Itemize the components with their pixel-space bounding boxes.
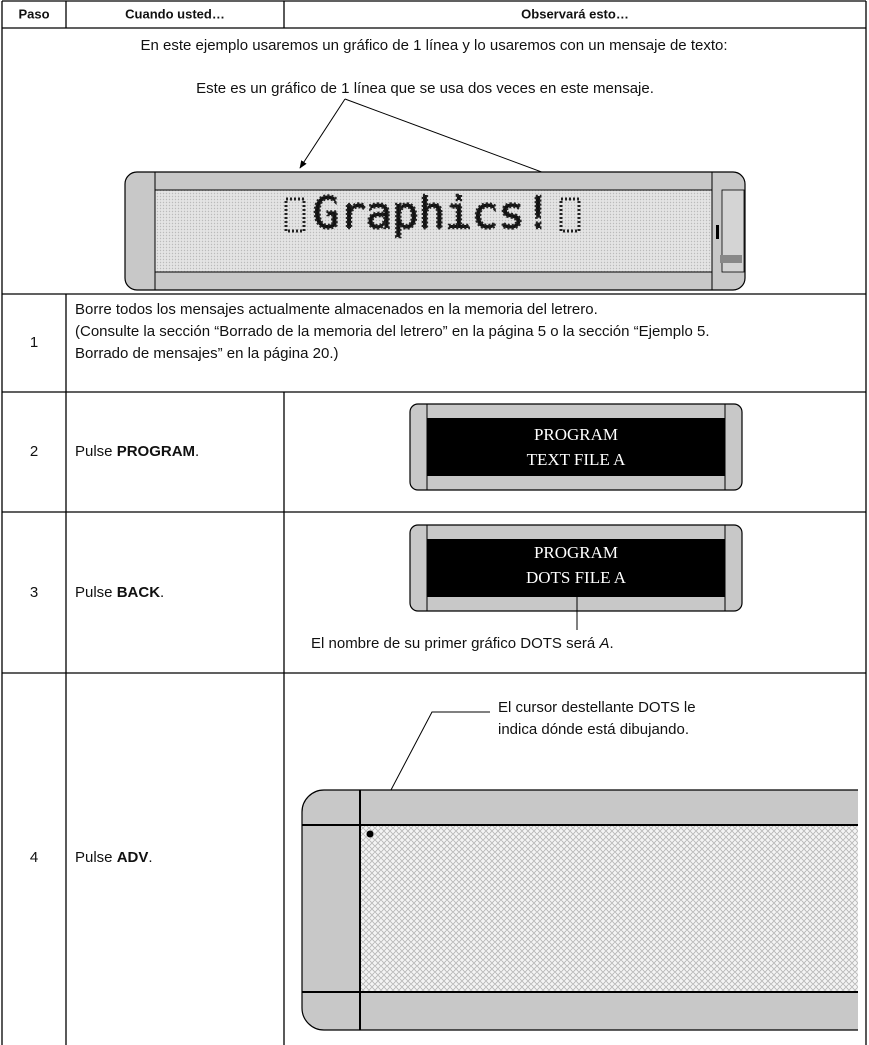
action-text: Pulse	[75, 443, 117, 460]
lcd-screen	[427, 418, 725, 476]
sign-text: Graphics!	[313, 188, 551, 239]
action-text: .	[160, 584, 164, 601]
action-text: .	[148, 849, 152, 866]
action: Pulse ADV.	[75, 849, 153, 866]
intro-callout: Este es un gráfico de 1 línea que se usa…	[196, 80, 654, 97]
cursor-dot	[366, 830, 374, 838]
sign-graphic: Graphics!	[124, 171, 746, 291]
lcd-line: TEXT FILE A	[527, 450, 627, 469]
lcd-display: PROGRAM DOTS FILE A	[409, 524, 743, 612]
note-text: El nombre de su primer gráfico DOTS será	[311, 635, 599, 652]
note-emphasis: A	[598, 635, 609, 652]
header-cell: Observará esto…	[521, 6, 629, 21]
note-text: .	[609, 635, 613, 652]
lcd-line: PROGRAM	[534, 425, 618, 444]
action-text: Pulse	[75, 849, 117, 866]
action-key: PROGRAM	[117, 443, 195, 460]
action-key: BACK	[117, 584, 160, 601]
graphic-box	[284, 197, 306, 233]
side-notch	[716, 225, 719, 239]
header-cell: Cuando usted…	[125, 6, 225, 21]
action-key: ADV	[117, 849, 149, 866]
callout-arrow	[299, 98, 346, 169]
side-indicator	[720, 255, 742, 263]
action: Pulse PROGRAM.	[75, 443, 199, 460]
lcd-line: DOTS FILE A	[526, 568, 627, 587]
dot-area	[361, 826, 858, 991]
step-number: 3	[30, 584, 38, 601]
callout-arrow	[371, 711, 490, 827]
side-panel	[721, 189, 745, 273]
callout-line: indica dónde está dibujando.	[498, 721, 689, 738]
lcd-line: PROGRAM	[534, 543, 618, 562]
intro-text: En este ejemplo usaremos un gráfico de 1…	[141, 37, 728, 54]
step-number: 1	[30, 334, 38, 351]
action: Pulse BACK.	[75, 584, 164, 601]
dots-display	[301, 789, 858, 1031]
note: El nombre de su primer gráfico DOTS será…	[311, 635, 614, 652]
graphic-box	[559, 197, 581, 233]
instruction-line: Borre todos los mensajes actualmente alm…	[75, 301, 598, 318]
action-text: Pulse	[75, 584, 117, 601]
callout-line: El cursor destellante DOTS le	[498, 699, 696, 716]
header-cell: Paso	[18, 6, 49, 21]
step-number: 2	[30, 443, 38, 460]
lcd-screen	[427, 539, 725, 597]
instruction-line: (Consulte la sección “Borrado de la memo…	[75, 323, 710, 340]
step-number: 4	[30, 849, 38, 866]
callout-arrow	[344, 98, 575, 185]
lcd-display: PROGRAM TEXT FILE A	[409, 403, 743, 491]
action-text: .	[195, 443, 199, 460]
sign-panel	[154, 189, 713, 273]
instruction-line: Borrado de mensajes” en la página 20.)	[75, 345, 339, 362]
